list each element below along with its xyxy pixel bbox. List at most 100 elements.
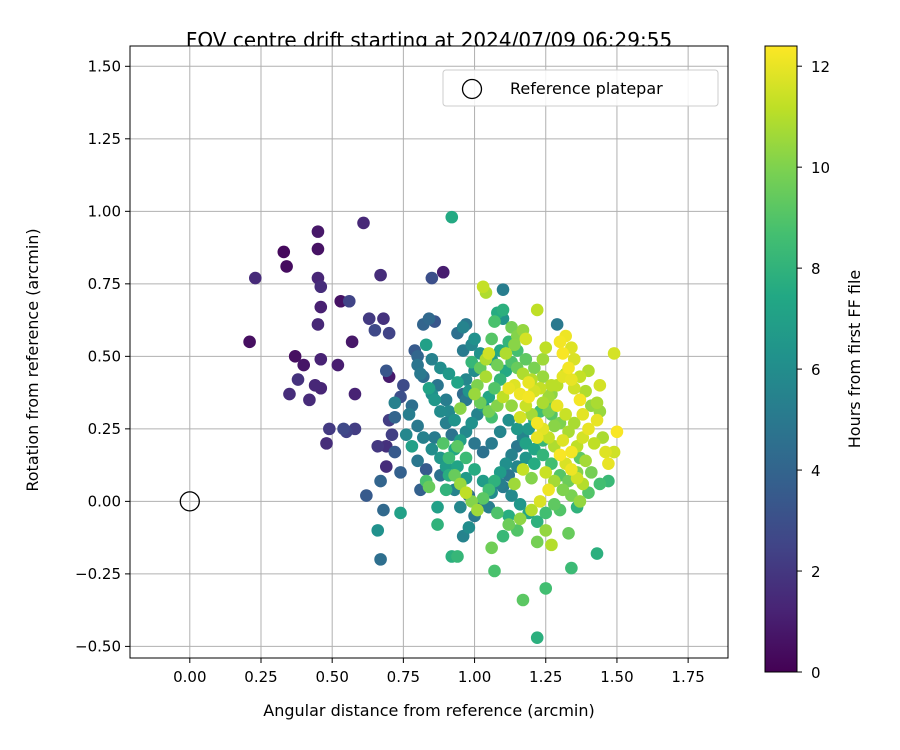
data-point: [519, 332, 533, 346]
data-point: [388, 396, 402, 410]
data-point: [456, 321, 470, 334]
data-point: [550, 318, 564, 331]
data-point: [562, 526, 575, 540]
data-point: [516, 593, 530, 607]
x-tick-label: 1.75: [671, 668, 704, 686]
y-tick-label: 0.50: [88, 347, 121, 365]
x-tick-label: 0.50: [315, 668, 348, 686]
data-point: [277, 245, 291, 259]
data-point: [539, 582, 553, 595]
data-point: [479, 370, 493, 383]
data-point: [468, 332, 481, 346]
data-point: [485, 437, 498, 450]
colorbar-ticks: 0 2 4 6 8 10 12: [797, 58, 830, 682]
data-point: [342, 294, 356, 308]
colorbar-tick-label: 2: [811, 563, 821, 581]
data-point: [536, 448, 550, 462]
data-point: [314, 280, 328, 294]
data-point: [536, 396, 550, 410]
data-point: [513, 497, 527, 511]
data-point: [422, 480, 436, 494]
reference-marker: [179, 491, 200, 512]
data-point: [402, 408, 416, 421]
data-point: [525, 503, 538, 517]
data-point: [388, 445, 402, 459]
data-point: [610, 425, 624, 439]
data-point: [314, 300, 328, 314]
data-point: [485, 332, 498, 346]
data-point: [422, 381, 436, 395]
data-point: [496, 283, 510, 296]
data-point: [565, 463, 578, 476]
legend-box: [442, 69, 719, 107]
data-point: [476, 445, 490, 459]
colorbar: 0 2 4 6 8 10 12 Hours from first FF file: [764, 45, 864, 682]
y-tick-label: 1.25: [88, 130, 121, 148]
data-point: [303, 393, 316, 407]
data-point: [374, 553, 387, 566]
data-point: [516, 463, 530, 476]
data-point: [371, 524, 385, 537]
data-point: [488, 381, 501, 395]
axis-ticks: 0.00 0.25 0.50 0.75 1.00 1.25 1.50 1.75 −0.50 −0.…: [75, 57, 705, 686]
data-point: [536, 352, 550, 366]
data-point: [451, 376, 464, 389]
data-point: [585, 466, 598, 479]
data-point: [323, 422, 336, 436]
data-point: [502, 518, 516, 531]
data-point: [539, 506, 553, 520]
data-point: [553, 448, 567, 462]
data-point: [377, 503, 390, 517]
data-point: [411, 350, 424, 363]
data-point: [510, 422, 524, 436]
data-point: [493, 425, 507, 439]
data-point: [360, 489, 373, 502]
data-point: [530, 631, 544, 644]
data-point: [448, 413, 461, 427]
data-point: [311, 225, 325, 238]
data-point: [374, 268, 387, 282]
data-point: [331, 358, 345, 372]
data-point: [314, 352, 328, 366]
data-point: [399, 428, 413, 441]
data-point: [419, 338, 433, 352]
colorbar-label: Hours from first FF file: [845, 270, 864, 449]
data-point: [288, 350, 302, 363]
data-point: [476, 280, 490, 294]
data-point: [488, 564, 501, 578]
data-point: [553, 335, 567, 349]
data-point: [468, 437, 481, 450]
data-point: [496, 303, 510, 317]
data-point: [394, 506, 407, 520]
data-point: [539, 466, 553, 479]
data-point: [411, 419, 424, 433]
data-point: [454, 500, 467, 514]
data-point: [491, 506, 504, 520]
data-point: [436, 437, 450, 450]
data-point: [502, 381, 516, 395]
x-tick-label: 1.25: [529, 668, 562, 686]
data-point: [459, 486, 473, 499]
data-point: [425, 442, 439, 456]
data-point: [297, 358, 311, 372]
data-point: [602, 457, 615, 470]
data-point: [451, 550, 464, 563]
data-point: [499, 347, 513, 360]
data-point: [593, 379, 607, 392]
data-point: [348, 387, 362, 401]
plot-frame: [129, 45, 729, 659]
data-point: [371, 439, 385, 453]
data-point: [559, 408, 572, 421]
data-point: [556, 347, 570, 360]
data-point: [590, 413, 604, 427]
data-point: [505, 399, 518, 412]
y-tick-label: −0.50: [75, 637, 121, 655]
data-point: [550, 399, 564, 412]
data-point: [565, 445, 578, 459]
data-point: [428, 393, 441, 407]
data-point: [311, 242, 325, 256]
data-point: [425, 352, 439, 366]
data-point: [248, 271, 262, 285]
data-point: [337, 422, 350, 436]
